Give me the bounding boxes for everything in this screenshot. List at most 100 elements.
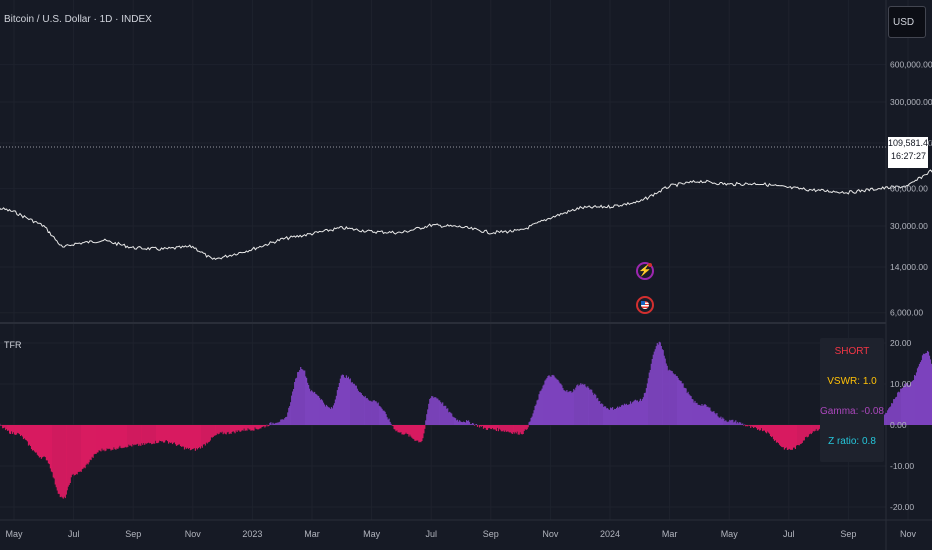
tfr-area-slice (203, 425, 205, 444)
tfr-area-slice (910, 383, 912, 425)
tfr-area-slice (131, 425, 133, 447)
tfr-area-slice (783, 425, 785, 450)
tfr-area-slice (603, 406, 605, 425)
tfr-area-slice (493, 425, 495, 430)
tfr-area-slice (305, 376, 307, 425)
tfr-area-slice (117, 425, 119, 449)
tfr-area-slice (108, 425, 110, 449)
tfr-area-slice (707, 406, 709, 425)
tfr-area-slice (617, 406, 619, 425)
tfr-area-slice (501, 425, 503, 432)
tfr-area-slice (929, 359, 932, 425)
tfr-area-slice (256, 425, 258, 430)
tfr-area-slice (76, 425, 78, 475)
tfr-area-slice (314, 391, 316, 425)
tfr-area-slice (456, 420, 458, 425)
tfr-area-slice (17, 425, 19, 433)
tfr-area-slice (386, 417, 388, 425)
last-price-value: 109,581.47 (888, 138, 932, 148)
tfr-area-slice (416, 425, 418, 441)
us-flag-event-icon[interactable] (636, 296, 654, 314)
tfr-area-slice (446, 408, 448, 425)
tfr-area-slice (686, 393, 688, 425)
tfr-area-slice (610, 407, 612, 425)
tfr-area-slice (162, 425, 164, 442)
tfr-area-slice (410, 425, 412, 437)
tfr-area-slice (315, 393, 317, 425)
tfr-area-slice (679, 380, 681, 425)
tfr-area-slice (92, 425, 94, 458)
tfr-area-slice (701, 404, 703, 425)
tfr-tick-label: -10.00 (890, 461, 914, 471)
tfr-area-slice (728, 421, 730, 425)
tfr-area-slice (716, 413, 718, 425)
tfr-area-slice (592, 392, 594, 425)
tfr-area-slice (394, 425, 396, 430)
x-tick-label: Sep (125, 529, 141, 539)
tfr-area-slice (485, 425, 487, 430)
tfr-area-slice (688, 394, 690, 425)
tfr-area-slice (106, 425, 108, 449)
tfr-area-slice (469, 424, 472, 425)
tfr-area-slice (185, 425, 187, 449)
tfr-area-slice (458, 421, 460, 425)
tfr-area-slice (88, 425, 90, 463)
tfr-area-slice (258, 425, 260, 430)
tfr-area-slice (903, 386, 905, 425)
tfr-area-slice (337, 387, 339, 425)
tfr-area-slice (769, 425, 772, 436)
indicator-name[interactable]: TFR (4, 340, 22, 350)
tfr-area-slice (486, 425, 488, 430)
tfr-area-slice (334, 399, 336, 425)
tfr-area-slice (580, 383, 582, 425)
tfr-area-slice (548, 375, 550, 425)
tfr-area-slice (550, 377, 552, 425)
tfr-area-slice (413, 425, 415, 440)
tfr-area-slice (781, 425, 783, 448)
currency-button[interactable]: USD (888, 6, 926, 38)
tfr-area-slice (532, 413, 534, 425)
tfr-area-slice (655, 346, 657, 425)
x-tick-label: Jul (68, 529, 80, 539)
tfr-area-slice (13, 425, 15, 433)
chart-title[interactable]: Bitcoin / U.S. Dollar · 1D · INDEX (4, 14, 152, 25)
tfr-area-slice (361, 395, 363, 425)
tfr-area-slice (780, 425, 783, 447)
tfr-area-slice (73, 425, 75, 476)
tfr-area-slice (535, 404, 537, 425)
tfr-area-slice (245, 425, 247, 431)
tfr-area-slice (505, 425, 507, 432)
tfr-area-slice (353, 383, 355, 425)
tfr-area-slice (12, 425, 14, 434)
tfr-area-slice (79, 425, 81, 472)
tfr-area-slice (105, 425, 107, 451)
tfr-area-slice (697, 404, 699, 425)
tfr-area-slice (59, 425, 61, 498)
tfr-area-slice (103, 425, 105, 450)
tfr-area-slice (652, 354, 654, 425)
tfr-area-slice (631, 402, 634, 425)
tfr-area-slice (96, 425, 98, 453)
price-tick-label: 30,000.00 (890, 221, 928, 231)
tfr-area-slice (761, 425, 763, 429)
tfr-area-slice (161, 425, 163, 442)
tfr-area-slice (904, 383, 906, 425)
tfr-area-slice (492, 425, 494, 430)
tfr-area-slice (771, 425, 774, 437)
tfr-area-slice (182, 425, 185, 447)
tfr-area-slice (409, 425, 411, 435)
tfr-area-slice (778, 425, 781, 445)
tfr-area-slice (7, 425, 9, 431)
tfr-area-slice (344, 378, 346, 425)
tfr-area-slice (391, 425, 393, 426)
tfr-area-slice (893, 399, 895, 425)
tfr-area-slice (335, 395, 337, 425)
tfr-area-slice (215, 425, 217, 436)
tfr-area-slice (272, 422, 274, 425)
tfr-area-slice (173, 425, 176, 443)
tfr-area-slice (627, 404, 630, 425)
tfr-area-slice (633, 400, 635, 425)
tfr-area-slice (419, 425, 421, 442)
tfr-area-slice (891, 403, 893, 425)
